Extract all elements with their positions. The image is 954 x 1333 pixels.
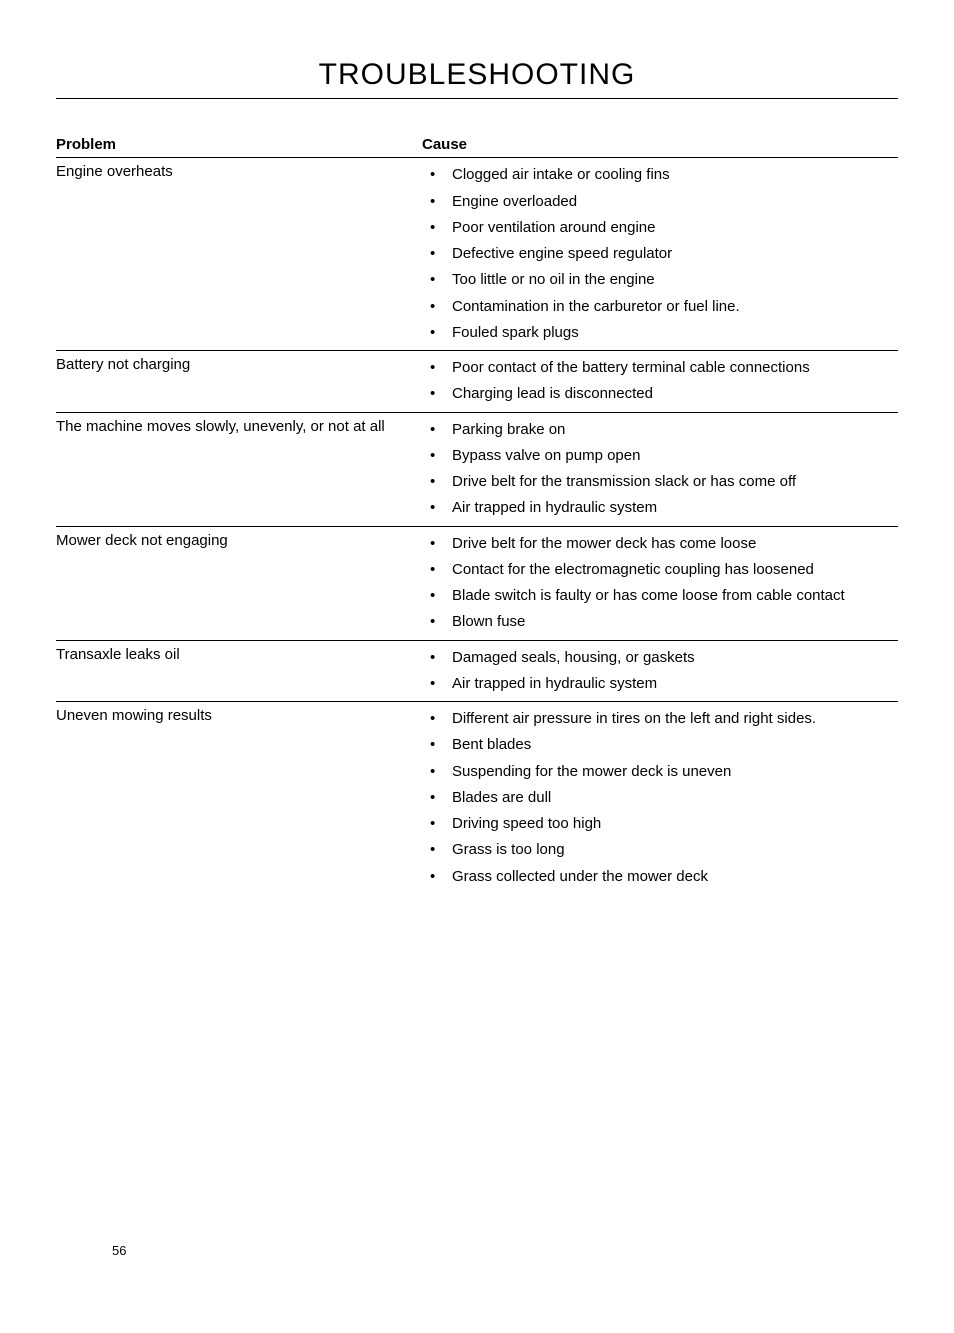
cause-item: Different air pressure in tires on the l… [422,706,892,732]
problem-cell: Engine overheats [56,158,422,351]
cause-cell: Damaged seals, housing, or gasketsAir tr… [422,640,898,702]
header-cause: Cause [422,133,898,158]
cause-item: Bent blades [422,732,892,758]
cause-item: Contact for the electromagnetic coupling… [422,557,892,583]
cause-list: Clogged air intake or cooling finsEngine… [422,162,892,346]
cause-item: Poor contact of the battery terminal cab… [422,355,892,381]
cause-item: Bypass valve on pump open [422,443,892,469]
cause-item: Blade switch is faulty or has come loose… [422,583,892,609]
cause-item: Fouled spark plugs [422,320,892,346]
cause-item: Grass collected under the mower deck [422,864,892,890]
cause-item: Air trapped in hydraulic system [422,495,892,521]
cause-item: Suspending for the mower deck is uneven [422,759,892,785]
cause-list: Damaged seals, housing, or gasketsAir tr… [422,645,892,698]
cause-item: Clogged air intake or cooling fins [422,162,892,188]
cause-item: Drive belt for the transmission slack or… [422,469,892,495]
cause-item: Poor ventilation around engine [422,215,892,241]
cause-item: Drive belt for the mower deck has come l… [422,531,892,557]
troubleshooting-table: Problem Cause Engine overheatsClogged ai… [56,133,898,894]
page-title: TROUBLESHOOTING [56,58,898,92]
problem-cell: Uneven mowing results [56,702,422,894]
problem-cell: Transaxle leaks oil [56,640,422,702]
cause-cell: Different air pressure in tires on the l… [422,702,898,894]
cause-item: Defective engine speed regulator [422,241,892,267]
cause-item: Contamination in the carburetor or fuel … [422,294,892,320]
cause-cell: Drive belt for the mower deck has come l… [422,526,898,640]
cause-item: Damaged seals, housing, or gaskets [422,645,892,671]
title-underline [56,98,898,99]
header-problem: Problem [56,133,422,158]
table-row: Uneven mowing resultsDifferent air press… [56,702,898,894]
cause-list: Drive belt for the mower deck has come l… [422,531,892,636]
table-row: Battery not chargingPoor contact of the … [56,351,898,413]
problem-cell: Mower deck not engaging [56,526,422,640]
cause-item: Parking brake on [422,417,892,443]
cause-cell: Clogged air intake or cooling finsEngine… [422,158,898,351]
page-number: 56 [112,1243,126,1258]
cause-item: Driving speed too high [422,811,892,837]
cause-item: Engine overloaded [422,189,892,215]
problem-cell: The machine moves slowly, unevenly, or n… [56,412,422,526]
cause-list: Different air pressure in tires on the l… [422,706,892,890]
cause-item: Too little or no oil in the engine [422,267,892,293]
cause-cell: Poor contact of the battery terminal cab… [422,351,898,413]
table-row: Transaxle leaks oilDamaged seals, housin… [56,640,898,702]
cause-cell: Parking brake onBypass valve on pump ope… [422,412,898,526]
table-row: The machine moves slowly, unevenly, or n… [56,412,898,526]
cause-item: Grass is too long [422,837,892,863]
cause-list: Parking brake onBypass valve on pump ope… [422,417,892,522]
cause-item: Air trapped in hydraulic system [422,671,892,697]
table-row: Engine overheatsClogged air intake or co… [56,158,898,351]
cause-list: Poor contact of the battery terminal cab… [422,355,892,408]
table-row: Mower deck not engagingDrive belt for th… [56,526,898,640]
cause-item: Charging lead is disconnected [422,381,892,407]
cause-item: Blown fuse [422,609,892,635]
problem-cell: Battery not charging [56,351,422,413]
cause-item: Blades are dull [422,785,892,811]
